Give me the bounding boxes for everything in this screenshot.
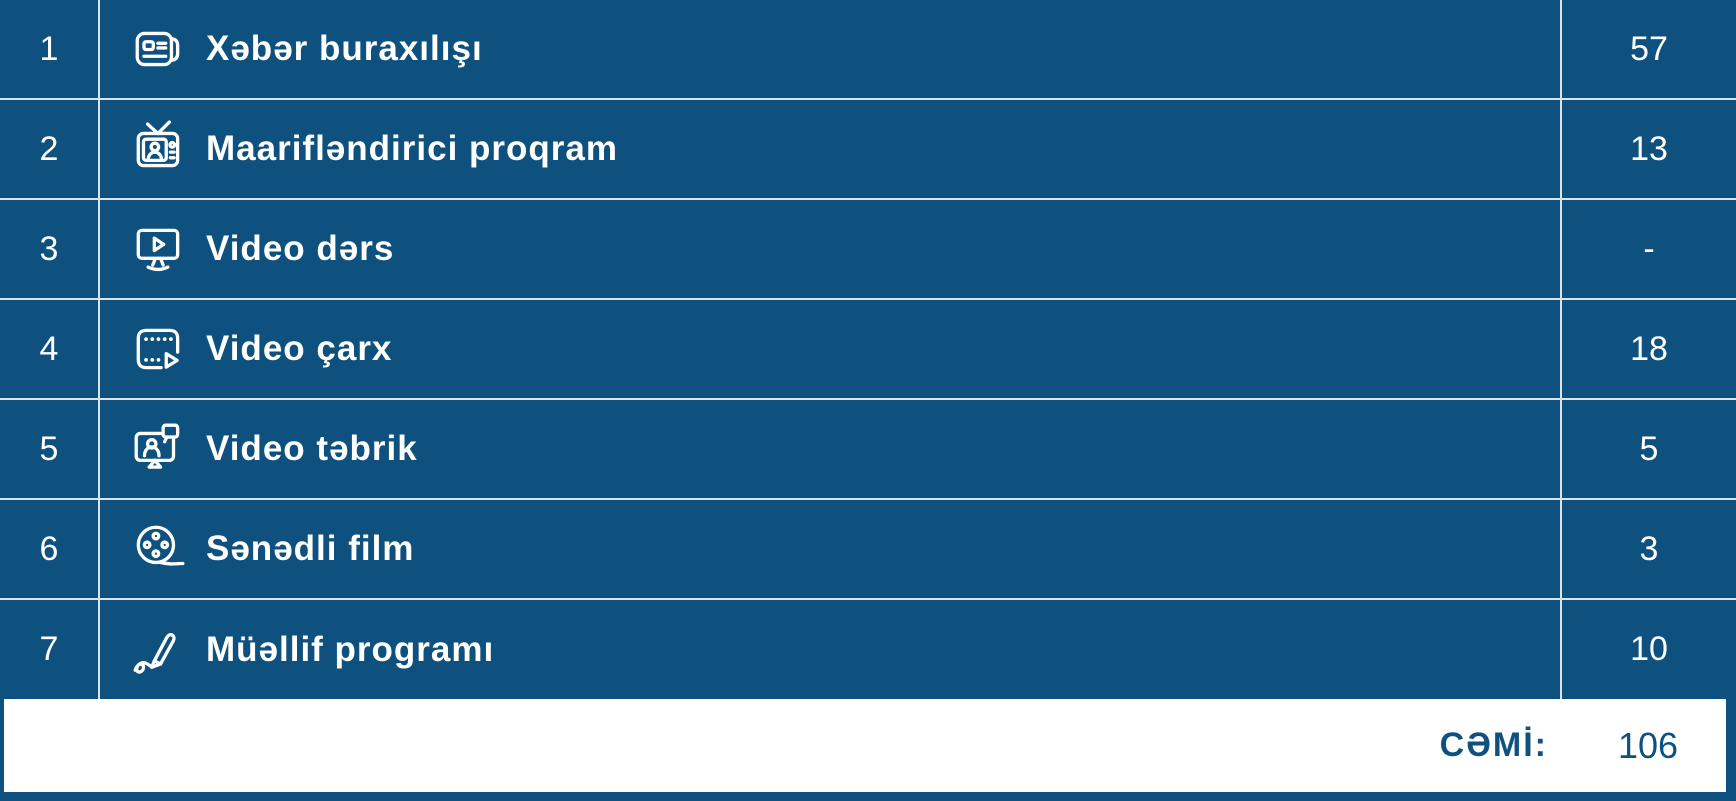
row-number: 6 [0, 500, 100, 598]
row-label: Video dərs [206, 229, 395, 268]
row-value: 18 [1560, 300, 1736, 398]
content-types-table: 1 Xəbər buraxılışı 57 2 [0, 0, 1736, 699]
film-reel-icon [128, 518, 190, 580]
row-number: 2 [0, 100, 100, 198]
table-row: 6 Sənədli film 3 [0, 500, 1736, 600]
total-label: CƏMİ: [1439, 726, 1548, 764]
row-label: Video təbrik [206, 429, 418, 468]
tv-person-icon [128, 118, 190, 180]
row-value: 3 [1560, 500, 1736, 598]
row-label: Müəllif programı [206, 629, 495, 669]
row-number: 1 [0, 0, 100, 98]
table-row: 7 Müəllif programı 10 [0, 600, 1736, 699]
monitor-person-chat-icon [128, 418, 190, 480]
row-label: Sənədli film [206, 529, 415, 568]
film-clip-play-icon [128, 318, 190, 380]
row-label: Maarifləndirici proqram [206, 129, 618, 168]
table-row: 3 Video dərs - [0, 200, 1736, 300]
summary-row: CƏMİ: 106 [0, 699, 1736, 801]
row-value: - [1560, 200, 1736, 298]
monitor-play-icon [128, 218, 190, 280]
row-value: 13 [1560, 100, 1736, 198]
table-row: 4 Video çarx 18 [0, 300, 1736, 400]
total-value: 106 [1617, 724, 1679, 766]
row-value: 10 [1560, 600, 1736, 699]
row-number: 4 [0, 300, 100, 398]
table-row: 1 Xəbər buraxılışı 57 [0, 0, 1736, 100]
row-label: Xəbər buraxılışı [206, 29, 483, 68]
newspaper-icon [128, 18, 190, 80]
row-number: 5 [0, 400, 100, 498]
table-row: 5 Video təbrik 5 [0, 400, 1736, 500]
pen-signature-icon [128, 619, 190, 681]
row-number: 7 [0, 600, 100, 699]
row-value: 57 [1560, 0, 1736, 98]
row-number: 3 [0, 200, 100, 298]
table-row: 2 Maarifləndirici proqram 13 [0, 100, 1736, 200]
row-value: 5 [1560, 400, 1736, 498]
row-label: Video çarx [206, 329, 393, 368]
